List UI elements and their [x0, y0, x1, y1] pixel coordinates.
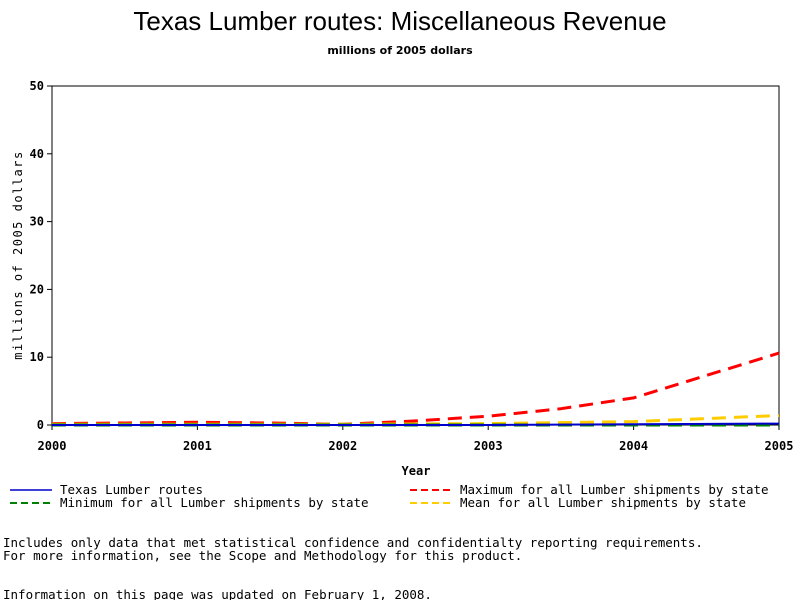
updated-text: Information on this page was updated on … [3, 587, 432, 600]
x-tick-label: 2000 [38, 439, 67, 453]
chart-subtitle: millions of 2005 dollars [327, 44, 473, 57]
x-tick-label: 2004 [619, 439, 648, 453]
note-line-2: For more information, see the Scope and … [3, 548, 522, 563]
x-axis-label: Year [402, 464, 431, 478]
series-lines [51, 351, 780, 427]
y-tick-label: 50 [30, 79, 44, 93]
x-axis: 2000 2001 2002 2003 2004 2005 [38, 425, 794, 453]
legend-minimum-label: Minimum for all Lumber shipments by stat… [60, 495, 369, 510]
chart-title: Texas Lumber routes: Miscellaneous Reven… [133, 6, 666, 36]
x-tick-label: 2002 [328, 439, 357, 453]
x-tick-label: 2001 [183, 439, 212, 453]
plot-frame [51, 85, 780, 426]
y-tick-label: 10 [30, 350, 44, 364]
legend-texas-lumber-routes-label: Texas Lumber routes [60, 482, 203, 497]
x-tick-label: 2005 [765, 439, 794, 453]
legend-maximum-label: Maximum for all Lumber shipments by stat… [460, 482, 769, 497]
y-tick-label: 20 [30, 282, 44, 296]
y-tick-label: 30 [30, 215, 44, 229]
legend-mean-label: Mean for all Lumber shipments by state [460, 495, 746, 510]
y-axis: 0 10 20 30 40 50 [30, 79, 52, 432]
y-axis-label: millions of 2005 dollars [11, 150, 25, 359]
y-tick-label: 0 [37, 418, 44, 432]
series-maximum [51, 351, 780, 426]
x-tick-label: 2003 [474, 439, 503, 453]
series-texas-lumber-routes [52, 422, 780, 426]
note-line-1: Includes only data that met statistical … [3, 535, 703, 550]
y-tick-label: 40 [30, 147, 44, 161]
